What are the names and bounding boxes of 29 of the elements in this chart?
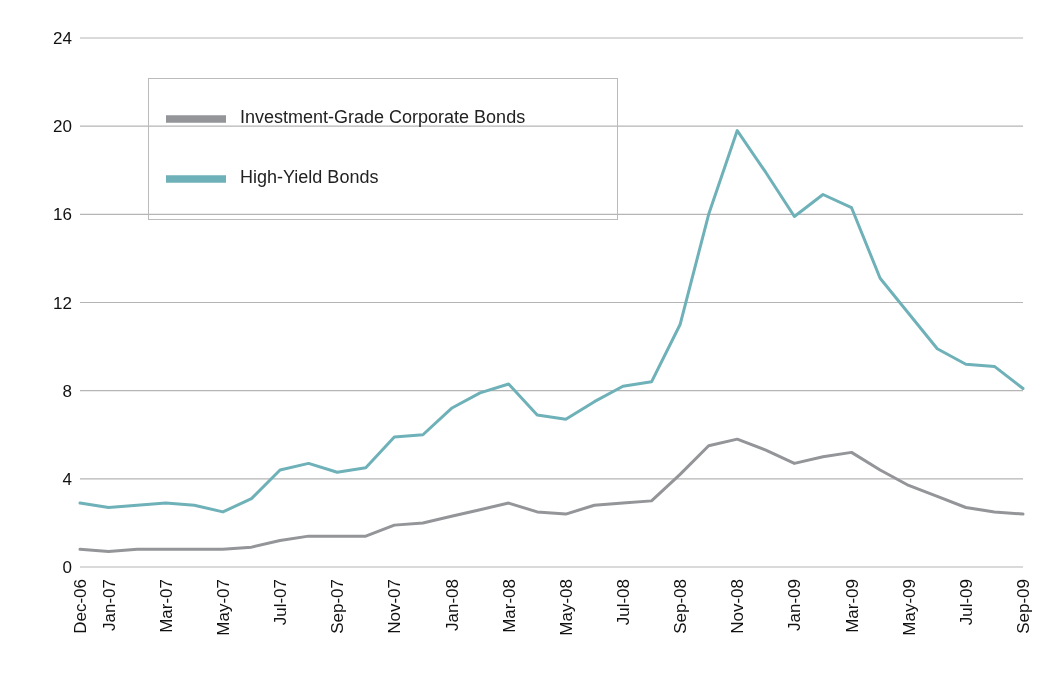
x-tick-label: Jul-08 — [614, 579, 634, 626]
y-tick-label: 4 — [62, 469, 72, 489]
y-tick-label: 8 — [62, 381, 72, 401]
x-tick-label: Sep-08 — [671, 579, 691, 634]
x-tick-label: May-07 — [213, 579, 233, 636]
x-tick-label: Sep-07 — [328, 579, 348, 634]
y-tick-label: 0 — [62, 558, 72, 578]
y-tick-label: 12 — [53, 293, 72, 313]
x-tick-label: Dec-06 — [71, 579, 91, 634]
x-tick-label: Jan-08 — [442, 579, 462, 631]
x-tick-label: Jul-09 — [956, 579, 976, 626]
x-tick-label: May-09 — [899, 579, 919, 636]
x-tick-label: Nov-07 — [385, 579, 405, 634]
line-series — [78, 437, 1025, 554]
legend-label: Investment-Grade Corporate Bonds — [240, 106, 527, 130]
x-tick-label: Mar-07 — [156, 579, 176, 633]
line-series — [78, 129, 1025, 514]
y-tick-label: 24 — [53, 29, 72, 49]
x-tick-label: May-08 — [556, 579, 576, 636]
x-tick-label: Mar-09 — [842, 579, 862, 633]
x-tick-label: Jan-09 — [785, 579, 805, 631]
x-tick-label: Mar-08 — [499, 579, 519, 633]
x-tick-label: Jan-07 — [99, 579, 119, 631]
x-tick-label: Nov-08 — [728, 579, 748, 634]
y-tick-label: 20 — [53, 117, 72, 137]
legend-label: High-Yield Bonds — [240, 166, 380, 190]
y-tick-label: 16 — [53, 205, 72, 225]
x-tick-label: Sep-09 — [1014, 579, 1034, 634]
x-tick-label: Jul-07 — [271, 579, 291, 626]
